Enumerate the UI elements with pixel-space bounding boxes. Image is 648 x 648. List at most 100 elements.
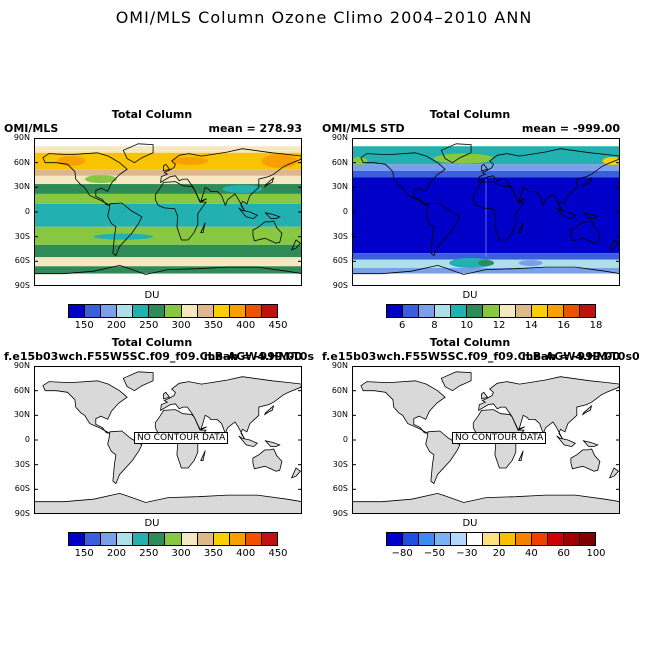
continent-outline <box>360 380 446 434</box>
continent-outline <box>440 143 472 164</box>
no-contour-label: NO CONTOUR DATA <box>452 432 547 444</box>
colorbar-tick-label: 20 <box>492 548 506 559</box>
colorbar-tick-label: 300 <box>171 320 191 331</box>
lat-tick-label: 60S <box>332 256 348 266</box>
contour-band <box>352 138 620 147</box>
colorbar-ticks: 150 200 250 300 350 400 450 <box>68 548 288 562</box>
figure-title: OMI/MLS Column Ozone Climo 2004–2010 ANN <box>115 8 533 27</box>
colorbar-swatch <box>563 305 580 317</box>
contour-patch <box>85 175 117 184</box>
continent-outline <box>360 152 446 206</box>
continent-outline <box>581 405 593 416</box>
contour-band <box>352 267 620 274</box>
map-area <box>34 138 302 286</box>
continent-outline <box>238 435 259 448</box>
colorbar-swatch <box>515 305 532 317</box>
continent-outline <box>290 239 302 251</box>
colorbar-swatch <box>563 533 580 545</box>
colorbar-swatch <box>149 305 166 317</box>
colorbar-swatch <box>245 305 262 317</box>
panel-mean-label: mean = -999.00 <box>203 350 302 363</box>
contour-patch <box>222 184 263 193</box>
colorbar-swatch <box>117 533 134 545</box>
panel-title: Total Column <box>111 336 193 349</box>
colorbar-tick-label: 40 <box>525 548 538 559</box>
lat-tick-label: 0 <box>342 435 348 444</box>
lat-tick-label: 30N <box>331 410 348 420</box>
colorbar-swatch <box>197 533 214 545</box>
colorbar-swatch <box>483 533 500 545</box>
panel-mean-label: mean = 278.93 <box>208 122 303 135</box>
continent-outline <box>263 405 275 416</box>
colorbar-tick-label: 450 <box>268 320 288 331</box>
colorbar-swatch <box>165 305 182 317</box>
lat-tick-label: 30S <box>332 459 348 469</box>
colorbar-tick-label: 400 <box>236 548 256 559</box>
colorbar-ticks: 6 8 10 12 14 16 18 <box>386 320 602 334</box>
colorbar-tick-label: −80 <box>391 548 413 559</box>
colorbar-tick-label: 150 <box>74 320 94 331</box>
contour-band <box>352 273 620 286</box>
colorbar-tick-label: 250 <box>139 548 159 559</box>
continent-outline <box>264 212 281 219</box>
continent-outline <box>264 440 281 447</box>
contour-band <box>34 152 302 170</box>
contour-patch <box>433 153 494 164</box>
colorbar-tick-label: 18 <box>589 320 603 331</box>
colorbar <box>68 304 278 318</box>
colorbar-unit-label: DU <box>462 290 478 301</box>
lat-tick-label: 0 <box>342 207 348 216</box>
colorbar-ticks: −80 −50 −30 20 40 60 100 <box>386 548 606 562</box>
colorbar-swatch <box>435 533 452 545</box>
colorbar-tick-label: 350 <box>203 320 223 331</box>
colorbar-swatch <box>197 305 214 317</box>
colorbar-tick-label: 200 <box>106 320 126 331</box>
contour-band <box>34 244 302 258</box>
panel-model-2: Total Column f.e15b03wch.F55W5SC.f09_f09.… <box>320 336 640 559</box>
colorbar-swatch <box>245 533 262 545</box>
map-svg <box>352 366 620 514</box>
contour-patch <box>478 259 494 266</box>
colorbar-swatch <box>547 305 564 317</box>
map-area: NO CONTOUR DATA <box>352 366 620 514</box>
colorbar-tick-label: 6 <box>398 320 406 331</box>
lat-tick-label: 60N <box>13 385 30 395</box>
colorbar-tick-label: 400 <box>236 320 256 331</box>
colorbar-swatch <box>387 533 404 545</box>
continent-outline <box>238 207 259 220</box>
lat-tick-label: 60S <box>14 256 30 266</box>
continent-outline <box>425 202 461 257</box>
panel-model-1: Total Column f.e15b03wch.F55W5SC.f09_f09.… <box>2 336 314 559</box>
lat-tick-label: 90S <box>14 281 30 290</box>
lat-tick-label: 60S <box>332 484 348 494</box>
continent-outline <box>200 450 206 461</box>
continent-outline <box>472 181 525 241</box>
colorbar-swatch <box>85 533 102 545</box>
colorbar-tick-label: −50 <box>423 548 446 559</box>
continent-outline <box>34 492 302 514</box>
continent-outline <box>290 467 302 479</box>
colorbar-swatch <box>261 533 278 545</box>
continent-outline <box>556 435 577 448</box>
colorbar-swatch <box>229 533 246 545</box>
colorbar-unit-label: DU <box>462 518 478 529</box>
colorbar-swatch <box>387 305 404 317</box>
lat-tick-label: 30S <box>14 231 30 241</box>
contour-band <box>34 226 302 236</box>
continent-outline <box>570 448 601 472</box>
colorbar-tick-label: 200 <box>106 548 126 559</box>
colorbar-swatch <box>467 305 484 317</box>
continent-outline <box>200 222 206 233</box>
colorbar-tick-label: 300 <box>171 548 191 559</box>
colorbar-swatch <box>547 533 564 545</box>
colorbar-tick-label: 60 <box>557 548 571 559</box>
continent-outline <box>163 391 171 400</box>
lat-tick-label: 60S <box>14 484 30 494</box>
continent-outline <box>122 143 154 164</box>
map-area <box>352 138 620 286</box>
lat-tick-label: 90S <box>332 509 348 518</box>
colorbar-tick-label: 16 <box>557 320 571 331</box>
colorbar-tick-label: 350 <box>203 548 223 559</box>
colorbar-tick-label: 12 <box>492 320 506 331</box>
continent-outline <box>352 264 620 286</box>
